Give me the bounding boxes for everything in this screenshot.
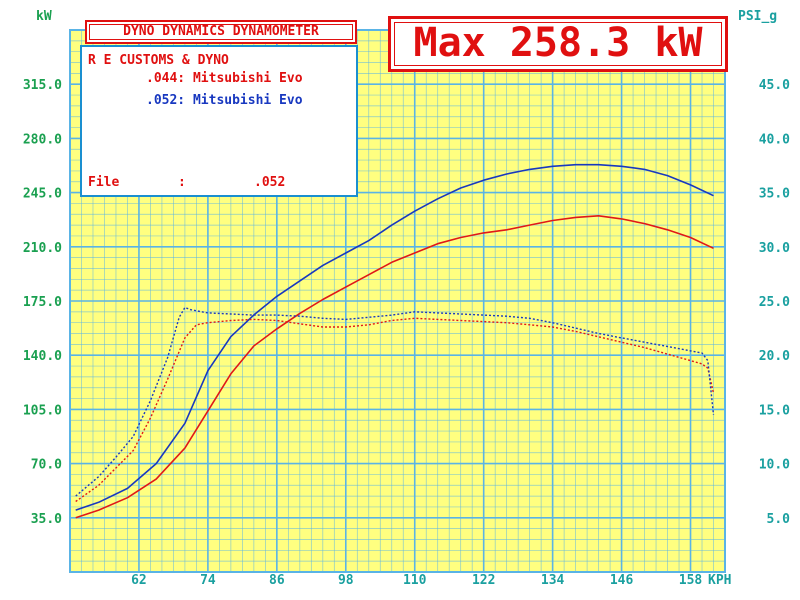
left-tick-label: 70.0 [31, 458, 62, 473]
series-layer [75, 163, 715, 519]
x-tick-label: 62 [131, 573, 147, 588]
right-tick-label: 5.0 [767, 512, 791, 527]
x-tick-label: 74 [200, 573, 216, 588]
right-tick-label: 45.0 [759, 78, 790, 93]
right-tick-label: 25.0 [759, 295, 790, 310]
run-052-label: .052: Mitsubishi Evo [146, 93, 303, 108]
series-line-1 [75, 215, 714, 519]
right-tick-label: 35.0 [759, 187, 790, 202]
right-tick-label: 15.0 [759, 403, 790, 418]
tick-labels: 62 74 86 98 110 122 134 146 158 35.0 70.0 105.0 140.… [23, 78, 790, 588]
right-tick-label: 40.0 [759, 132, 790, 147]
file-value: .052 [254, 175, 286, 190]
x-tick-label: 122 [472, 573, 495, 588]
max-power-readout: Max 258.3 kW [388, 16, 728, 72]
series-line-2 [75, 163, 714, 511]
x-tick-label: 110 [403, 573, 427, 588]
file-label: File [88, 175, 120, 190]
company-name: R E CUSTOMS & DYNO [88, 53, 229, 68]
left-tick-label: 315.0 [23, 78, 62, 93]
left-tick-label: 210.0 [23, 241, 62, 256]
left-tick-label: 280.0 [23, 132, 62, 147]
left-tick-label: 35.0 [31, 512, 62, 527]
x-tick-label: 146 [610, 573, 634, 588]
x-tick-label: 158 [679, 573, 703, 588]
left-tick-label: 175.0 [23, 295, 62, 310]
x-tick-label: 134 [541, 573, 565, 588]
left-tick-label: 140.0 [23, 349, 62, 364]
right-tick-label: 10.0 [759, 458, 790, 473]
left-tick-label: 105.0 [23, 403, 62, 418]
run-044-label: .044: Mitsubishi Evo [146, 71, 303, 86]
dyno-title: DYNO DYNAMICS DYNAMOMETER [85, 20, 357, 44]
right-tick-label: 20.0 [759, 349, 790, 364]
x-tick-label: 86 [269, 573, 285, 588]
run-info-box: R E CUSTOMS & DYNO .044: Mitsubishi Evo … [80, 45, 358, 197]
file-separator: : [178, 175, 186, 190]
x-tick-label: 98 [338, 573, 354, 588]
right-axis-unit: PSI_g [738, 9, 777, 24]
left-tick-label: 245.0 [23, 187, 62, 202]
left-axis-unit: kW [36, 9, 52, 24]
x-axis-unit: KPH [708, 573, 731, 588]
right-tick-label: 30.0 [759, 241, 790, 256]
